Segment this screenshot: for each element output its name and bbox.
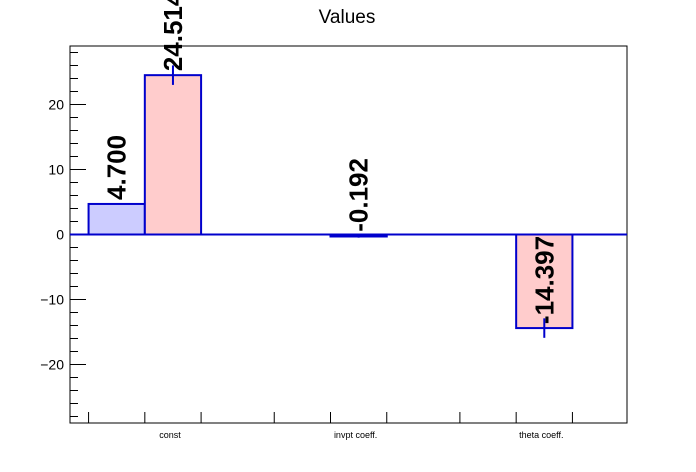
data-label: -14.397 — [529, 236, 559, 324]
data-label: 4.700 — [102, 135, 132, 200]
chart-title: Values — [319, 7, 376, 28]
data-labels: 4.700 24.514 -0.192 -14.397 — [102, 0, 560, 324]
data-label: 24.514 — [158, 0, 188, 71]
y-tick-label: 20 — [48, 97, 64, 113]
y-tick-label: 0 — [56, 227, 64, 243]
x-category-label: invpt coeff. — [334, 430, 377, 440]
y-tick-label: −10 — [40, 292, 64, 308]
data-label: -0.192 — [344, 158, 374, 232]
x-category-label: theta coeff. — [519, 430, 563, 440]
y-tick-label: 10 — [48, 162, 64, 178]
y-tick-label: −20 — [40, 357, 64, 373]
bars — [70, 65, 627, 338]
x-category-label: const — [159, 430, 181, 440]
bar — [143, 74, 203, 236]
axes: −20 −10 0 10 20 const invpt coeff. theta coeff. — [40, 45, 628, 440]
bar — [87, 202, 146, 236]
